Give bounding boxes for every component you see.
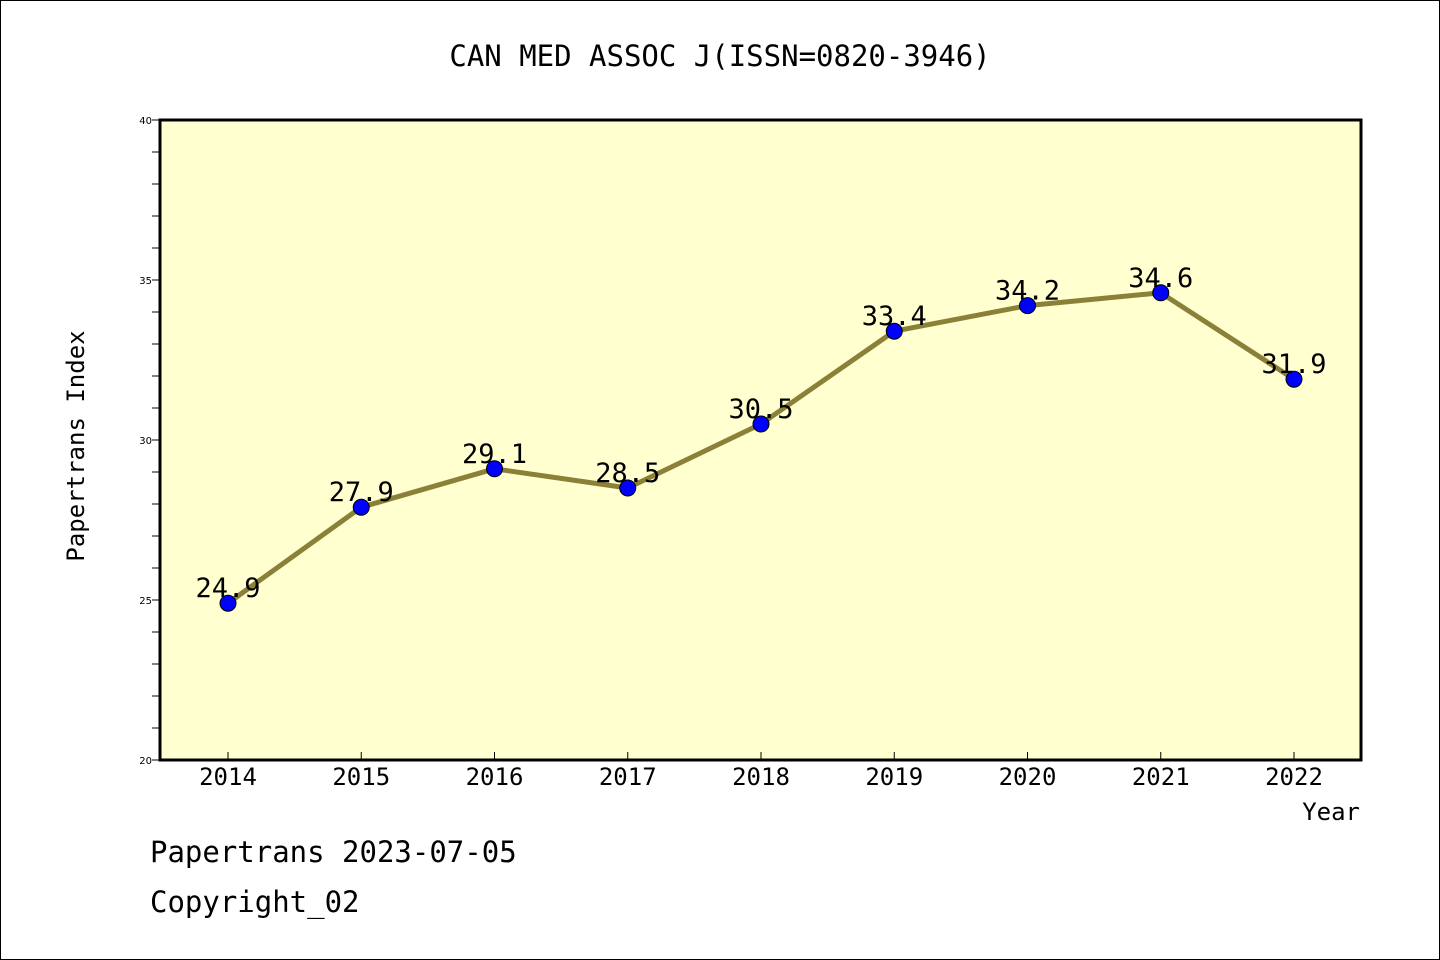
footer-date: Papertrans 2023-07-05: [150, 835, 517, 869]
series-layer: 24.9 27.9 29.1 28.5 30.5 33.4 34.2 34.6 31.9: [195, 263, 1327, 612]
y-tick-label: 20: [139, 756, 152, 767]
data-point: [885, 322, 903, 340]
data-label: 27.9: [329, 477, 394, 508]
data-point: [1285, 370, 1303, 388]
data-label: 33.4: [862, 301, 927, 332]
x-tick-label: 2018: [732, 763, 790, 791]
data-label: 34.2: [995, 276, 1060, 307]
footer-copyright: Copyright_02: [150, 885, 360, 919]
x-tick-label: 2022: [1265, 763, 1323, 791]
y-tick-label: 30: [139, 436, 152, 447]
data-label: 28.5: [595, 458, 660, 489]
data-point: [1152, 284, 1170, 302]
x-tick-label: 2019: [865, 763, 923, 791]
chart-title: CAN MED ASSOC J(ISSN=0820-3946): [449, 39, 990, 73]
y-axis: 20 25 30 35 40: [139, 116, 160, 767]
data-point: [1019, 297, 1036, 315]
data-point: [486, 460, 503, 478]
y-axis-label: Papertrans Index: [62, 330, 90, 561]
x-tick-label: 2020: [999, 763, 1057, 791]
x-tick-label: 2016: [466, 763, 524, 791]
x-axis-label: Year: [1302, 798, 1360, 826]
data-label: 30.5: [728, 394, 793, 425]
data-point: [619, 479, 637, 497]
x-tick-label: 2021: [1132, 763, 1190, 791]
x-tick-label: 2014: [199, 763, 257, 791]
data-label: 31.9: [1261, 349, 1326, 380]
data-point: [352, 498, 370, 516]
y-tick-label: 35: [139, 276, 152, 287]
data-point: [752, 415, 770, 433]
data-point: [219, 594, 237, 612]
x-tick-label: 2015: [332, 763, 390, 791]
data-label: 24.9: [195, 573, 260, 604]
data-label: 34.6: [1128, 263, 1193, 294]
x-tick-label: 2017: [599, 763, 657, 791]
x-axis: 2014 2015 2016 2017 2018 2019 2020 2021 2022: [199, 752, 1323, 791]
data-label: 29.1: [462, 439, 527, 470]
y-tick-label: 25: [139, 596, 152, 607]
plot-area: [158, 118, 1363, 762]
y-tick-label: 40: [139, 116, 152, 127]
